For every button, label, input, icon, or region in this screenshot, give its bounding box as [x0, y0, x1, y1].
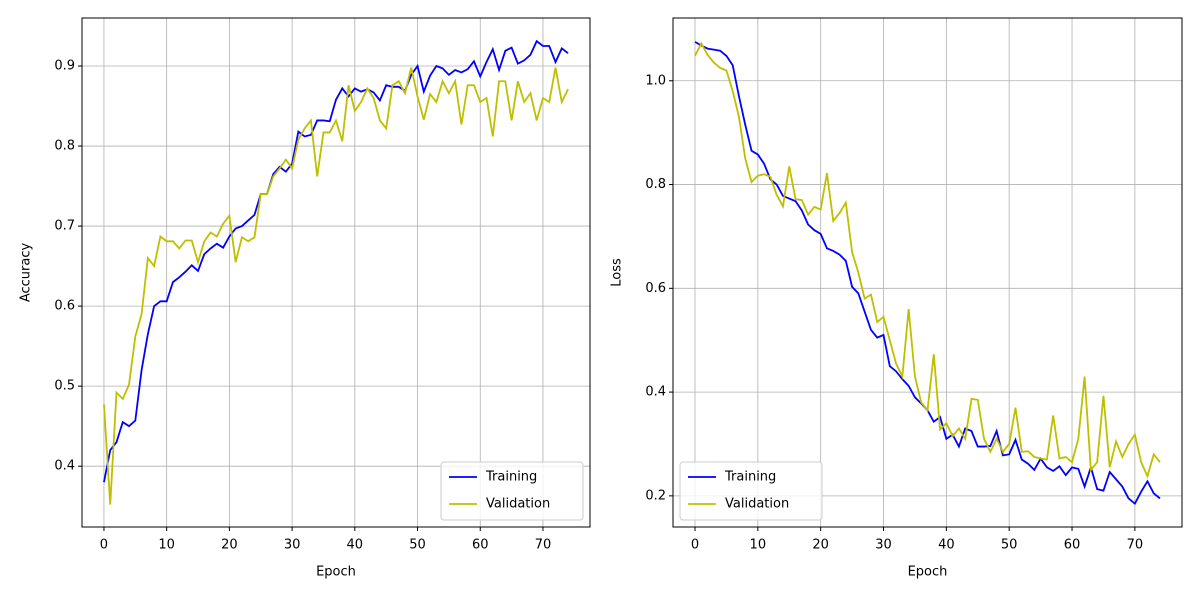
y-tick-label: 0.6 — [54, 299, 75, 314]
legend-label: Validation — [486, 497, 550, 512]
legend-label: Validation — [725, 497, 789, 512]
y-tick-label: 0.4 — [645, 385, 666, 400]
y-tick-label: 0.8 — [645, 177, 666, 192]
x-tick-label: 70 — [535, 538, 552, 553]
x-tick-label: 40 — [347, 538, 364, 553]
legend-label: Training — [724, 470, 776, 485]
y-tick-label: 0.9 — [54, 59, 75, 74]
data-line — [694, 41, 1161, 479]
legend-label: Training — [485, 470, 537, 485]
x-tick-label: 60 — [472, 538, 489, 553]
x-tick-label: 0 — [691, 538, 699, 553]
y-tick-label: 0.5 — [54, 379, 75, 394]
y-tick-label: 0.7 — [54, 219, 75, 234]
data-line — [103, 39, 569, 483]
x-tick-label: 30 — [875, 538, 892, 553]
data-line — [694, 41, 1161, 506]
y-tick-label: 0.4 — [54, 459, 75, 474]
x-tick-label: 0 — [100, 538, 108, 553]
x-axis-label: Epoch — [316, 565, 356, 580]
x-tick-label: 30 — [284, 538, 301, 553]
x-tick-label: 10 — [750, 538, 767, 553]
y-axis-label: Loss — [610, 258, 625, 287]
y-tick-label: 0.6 — [645, 281, 666, 296]
data-line — [103, 67, 569, 505]
y-tick-label: 0.8 — [54, 139, 75, 154]
x-tick-label: 50 — [1001, 538, 1018, 553]
x-tick-label: 10 — [158, 538, 175, 553]
x-tick-label: 40 — [938, 538, 955, 553]
x-tick-label: 50 — [409, 538, 426, 553]
x-tick-label: 60 — [1064, 538, 1081, 553]
plot-frame — [672, 17, 1183, 528]
y-axis-label: Accuracy — [19, 243, 34, 303]
y-tick-label: 1.0 — [645, 73, 666, 88]
plot-frame — [81, 17, 591, 528]
x-tick-label: 20 — [221, 538, 238, 553]
y-tick-label: 0.2 — [645, 488, 666, 503]
x-tick-label: 20 — [812, 538, 829, 553]
x-tick-label: 70 — [1127, 538, 1144, 553]
x-axis-label: Epoch — [908, 565, 948, 580]
